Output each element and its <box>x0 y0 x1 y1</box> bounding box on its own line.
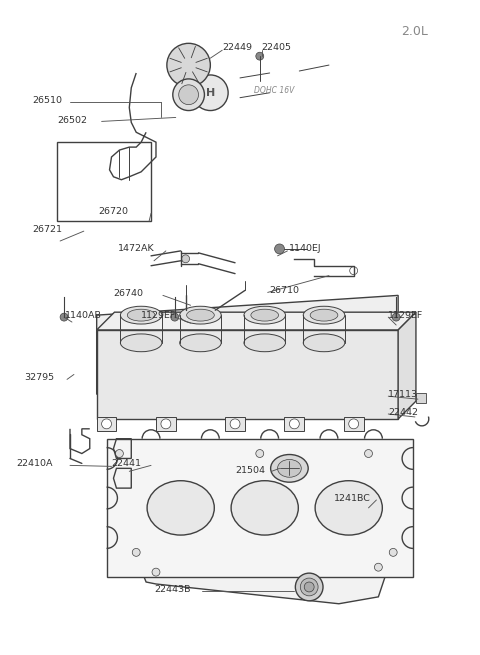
Text: 1140EJ: 1140EJ <box>289 244 322 253</box>
Circle shape <box>171 313 179 321</box>
Polygon shape <box>398 312 416 419</box>
Circle shape <box>192 75 228 111</box>
Text: 26720: 26720 <box>99 207 129 216</box>
Text: 1129EF: 1129EF <box>388 310 423 320</box>
Ellipse shape <box>277 459 301 477</box>
Circle shape <box>152 568 160 576</box>
Circle shape <box>295 573 323 601</box>
Circle shape <box>364 449 372 457</box>
Polygon shape <box>96 295 398 333</box>
Text: 2.0L: 2.0L <box>401 25 428 38</box>
Text: 17113: 17113 <box>388 390 419 399</box>
Circle shape <box>173 79 204 111</box>
Circle shape <box>167 43 210 87</box>
Polygon shape <box>107 439 413 577</box>
Bar <box>57 142 151 221</box>
Text: 22441: 22441 <box>111 459 142 468</box>
Bar <box>285 417 304 431</box>
Polygon shape <box>136 515 388 604</box>
Text: 22405: 22405 <box>262 43 292 52</box>
Text: DOHC 16V: DOHC 16V <box>254 86 295 95</box>
Text: 26740: 26740 <box>113 289 144 298</box>
Polygon shape <box>96 330 398 419</box>
Ellipse shape <box>187 309 214 321</box>
Circle shape <box>256 449 264 457</box>
Circle shape <box>389 548 397 556</box>
Bar <box>225 417 245 431</box>
Circle shape <box>350 267 358 274</box>
Ellipse shape <box>315 481 383 535</box>
Circle shape <box>349 419 359 429</box>
Circle shape <box>116 449 123 457</box>
Text: 22443B: 22443B <box>154 586 191 595</box>
Text: 26721: 26721 <box>33 225 62 234</box>
Text: H: H <box>206 88 215 98</box>
Ellipse shape <box>303 334 345 352</box>
Ellipse shape <box>180 307 221 324</box>
Ellipse shape <box>244 334 286 352</box>
Text: 21504: 21504 <box>235 466 265 475</box>
Bar <box>344 417 363 431</box>
Ellipse shape <box>147 481 214 535</box>
Text: 1241BC: 1241BC <box>334 493 371 502</box>
Ellipse shape <box>180 334 221 352</box>
Circle shape <box>182 255 190 263</box>
Ellipse shape <box>244 307 286 324</box>
Ellipse shape <box>120 334 162 352</box>
Circle shape <box>102 419 111 429</box>
Circle shape <box>161 419 171 429</box>
Bar <box>416 393 426 403</box>
Ellipse shape <box>231 481 298 535</box>
Circle shape <box>304 582 314 592</box>
Text: 22410A: 22410A <box>17 459 53 468</box>
Bar <box>96 417 117 431</box>
Circle shape <box>289 419 300 429</box>
Text: 1140AB: 1140AB <box>65 310 102 320</box>
Circle shape <box>256 52 264 60</box>
Ellipse shape <box>310 309 338 321</box>
Text: 26510: 26510 <box>33 96 62 105</box>
Circle shape <box>60 313 68 321</box>
Ellipse shape <box>120 307 162 324</box>
Circle shape <box>132 548 140 556</box>
Ellipse shape <box>271 455 308 482</box>
Ellipse shape <box>251 309 278 321</box>
Text: 1129EF: 1129EF <box>141 310 177 320</box>
Text: 32795: 32795 <box>24 373 55 382</box>
Circle shape <box>300 578 318 596</box>
Circle shape <box>392 313 400 321</box>
Circle shape <box>275 244 285 254</box>
Circle shape <box>230 419 240 429</box>
Polygon shape <box>96 312 416 330</box>
Circle shape <box>179 85 199 105</box>
Text: 22449: 22449 <box>222 43 252 52</box>
Text: 22442: 22442 <box>388 407 418 417</box>
Ellipse shape <box>127 309 155 321</box>
Text: 26502: 26502 <box>57 116 87 125</box>
Text: 1472AK: 1472AK <box>118 244 154 253</box>
Circle shape <box>374 563 383 571</box>
Ellipse shape <box>303 307 345 324</box>
Text: 26710: 26710 <box>270 286 300 295</box>
Polygon shape <box>96 313 398 394</box>
Bar <box>156 417 176 431</box>
